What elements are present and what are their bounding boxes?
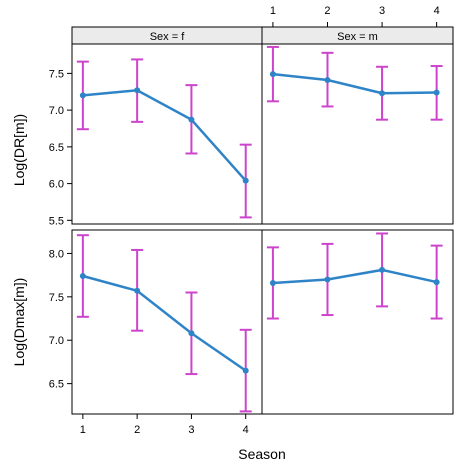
y-axis-label-top: Log(DR[m]) <box>11 114 27 186</box>
series-line-r1-c1 <box>82 89 247 182</box>
strip-m <box>261 26 454 45</box>
data-point <box>324 77 331 83</box>
x-tick-label-bottom: 2 <box>134 424 140 436</box>
y-tick-label: 6.5 <box>49 379 64 391</box>
x-tick-label-bottom: 3 <box>188 424 194 436</box>
series-line-r1-c2 <box>272 72 437 95</box>
panel-frames <box>71 43 454 415</box>
data-point <box>269 71 276 78</box>
data-point <box>134 287 141 294</box>
data-point <box>188 116 195 123</box>
panel-frame-r1-c1 <box>71 43 263 225</box>
x-tick-label-top: 1 <box>270 5 276 17</box>
x-tick-label-top: 3 <box>379 5 385 17</box>
y-tick-label: 6.0 <box>49 179 64 191</box>
series-line-r2-c1 <box>82 274 247 372</box>
y-tick-label: 7.0 <box>49 105 64 117</box>
series-lines <box>82 72 437 372</box>
data-point <box>269 279 276 286</box>
data-point <box>379 90 386 97</box>
data-point <box>79 92 86 99</box>
data-point <box>242 367 249 374</box>
panel-frame-r2-c2 <box>261 229 454 415</box>
x-tick-label-top: 4 <box>434 5 440 17</box>
y-tick-label: 7.5 <box>49 68 64 80</box>
x-tick-label-bottom: 4 <box>243 424 249 436</box>
data-point <box>379 266 386 273</box>
series-line-r2-c2 <box>272 268 437 285</box>
x-tick-label-top: 2 <box>324 5 330 17</box>
y-tick-label: 6.5 <box>49 142 64 154</box>
error-bars <box>76 45 443 413</box>
x-axis-ticks: 1 1 2 2 3 3 4 4 <box>80 5 440 436</box>
strip-label-f: Sex = f <box>150 31 185 43</box>
y-tick-label: 7.0 <box>49 335 64 347</box>
panel-strips: Sex = f Sex = m <box>71 26 454 45</box>
panel-frame-r1-c2 <box>261 43 454 225</box>
data-point <box>242 177 249 184</box>
y-tick-label: 5.5 <box>49 215 64 227</box>
x-tick-label-bottom: 1 <box>80 424 86 436</box>
series-points <box>79 71 440 374</box>
y-axis-ticks: 5.5 6.0 6.5 7.0 7.5 6.5 7.0 7.5 8.0 <box>49 68 72 391</box>
data-point <box>134 87 141 94</box>
panel-frame-r2-c1 <box>71 229 263 415</box>
data-point <box>324 276 331 283</box>
data-point <box>433 279 440 286</box>
y-axis-label-bottom: Log(Dmax[m]) <box>11 278 27 367</box>
y-tick-label: 7.5 <box>49 292 64 304</box>
x-axis-label: Season <box>238 446 285 462</box>
data-point <box>433 89 440 96</box>
strip-label-m: Sex = m <box>337 31 378 43</box>
y-tick-label: 8.0 <box>49 248 64 260</box>
data-point <box>79 273 86 279</box>
data-point <box>188 330 195 337</box>
